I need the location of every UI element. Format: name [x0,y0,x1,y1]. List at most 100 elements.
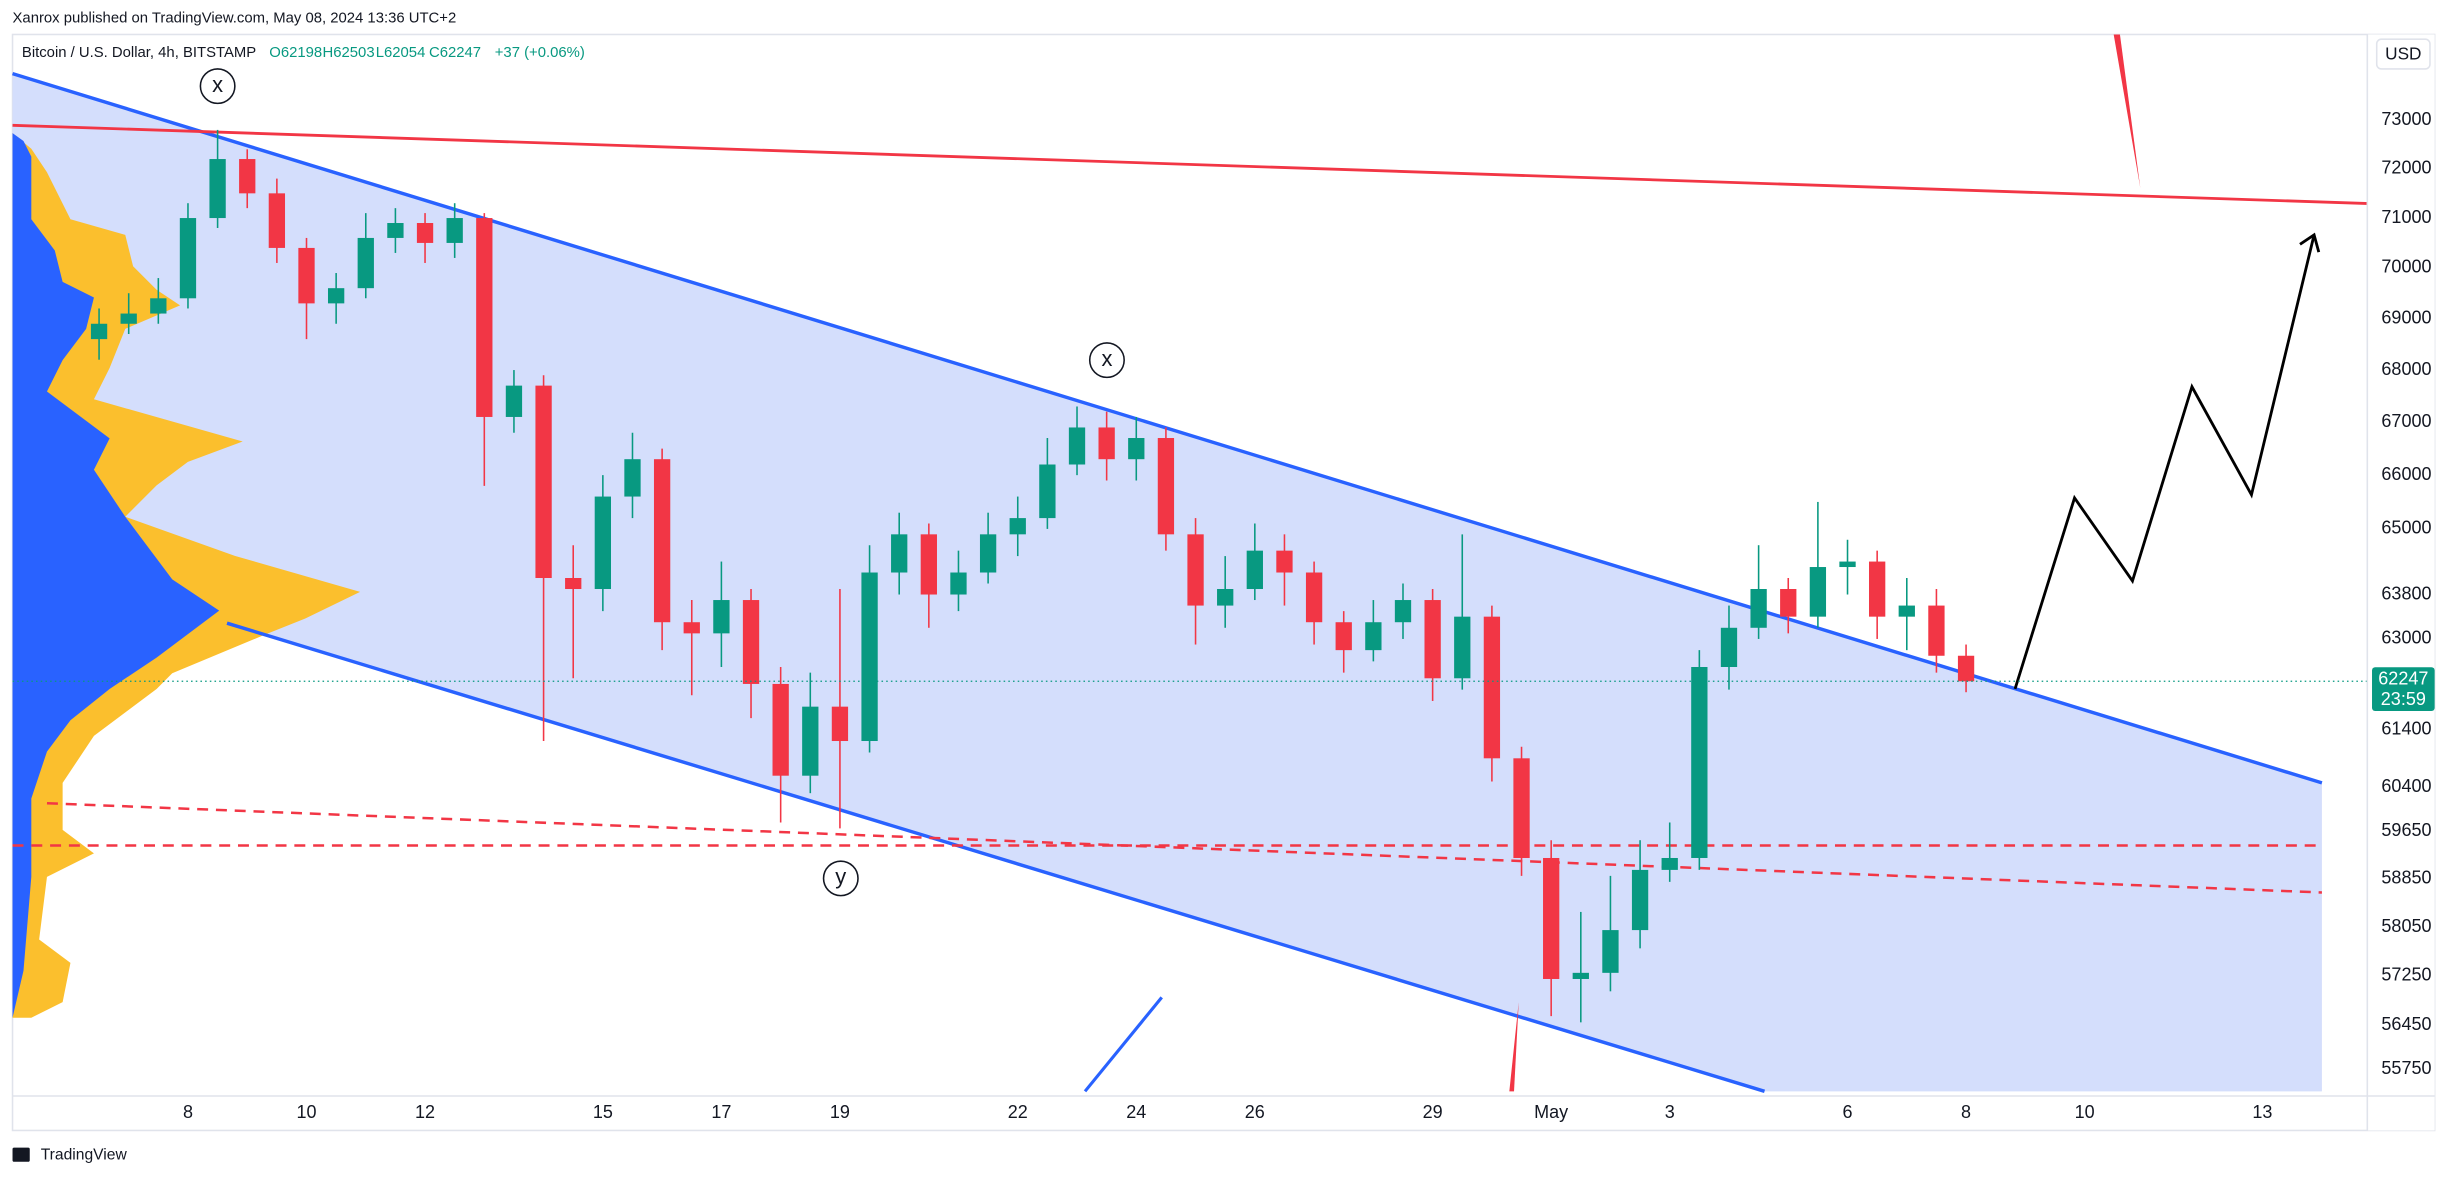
candle-body [1454,616,1471,679]
y-tick-label: 59650 [2381,820,2431,840]
candle-body [1691,667,1708,858]
candle-body [920,534,937,595]
candle-body [357,237,374,289]
candle-body [831,706,849,742]
projection-arrowhead [2299,232,2321,253]
candle-body [1957,655,1975,682]
wave-label: x [1101,346,1112,371]
y-tick-label: 67000 [2381,411,2431,431]
y-tick-label: 68000 [2381,359,2431,379]
channel-lower-line [226,621,1766,1093]
candle-body [1098,427,1115,460]
currency-label: USD [2385,43,2421,63]
candle-body [298,247,315,304]
candle-body [505,385,523,417]
candle-body [150,298,167,314]
candle-body [1305,572,1323,623]
footer: TradingView [12,1147,128,1164]
candle-body [950,572,967,595]
last-price-label: 62247 [2378,668,2428,688]
candle-body [891,534,908,573]
candle-body [1394,600,1412,623]
annotation-circle [822,860,859,897]
candles [12,129,2368,1023]
y-tick-label: 61400 [2381,718,2431,738]
candle-body [1898,605,1915,617]
candle-body [1809,567,1827,617]
high-value: H62503 [323,45,375,61]
trend-segment [1083,996,1163,1093]
currency-button[interactable] [2375,38,2431,70]
candle-body [1276,550,1293,573]
candle-body [1928,605,1945,656]
x-tick-label: 8 [183,1102,193,1122]
candle-body [1157,438,1175,535]
red-wedge [2113,34,2141,188]
y-tick-label: 69000 [2381,307,2431,327]
x-tick-label: 10 [2075,1102,2095,1122]
volume-profile-down [12,133,220,1018]
candle-body [327,288,345,304]
candle-body [1780,589,1797,617]
x-tick-label: 3 [1665,1102,1675,1122]
x-tick-label: 12 [415,1102,435,1122]
price-axis [2367,34,2435,1131]
y-tick-label: 57250 [2381,965,2431,985]
channel-fill [12,73,2322,1092]
annotation-circle [199,68,236,105]
candle-body [1128,438,1145,460]
candle-body [1661,857,1678,870]
candle-body [387,223,404,238]
candle-body [179,218,197,299]
x-tick-label: May [1534,1102,1568,1122]
candle-body [1572,972,1589,979]
candle-body [1750,589,1767,628]
change-value: +37 (+0.06%) [495,45,585,61]
candle-body [1483,616,1501,759]
candle-body [1720,627,1738,668]
candle-body [1631,869,1649,931]
candle-body [1217,589,1234,606]
candle-body [979,534,997,573]
candle-body [1335,622,1352,651]
candle-body [209,159,226,219]
candle-body [416,223,434,243]
y-tick-label: 71000 [2381,207,2431,227]
support-dashed-line [46,801,2322,894]
candle-body [1543,857,1560,979]
x-tick-label: 13 [2252,1102,2272,1122]
candle-body [594,496,612,590]
candle-body [1839,561,1856,568]
candle-body [446,218,463,243]
wave-label: x [212,72,223,97]
candle-body [565,578,582,590]
candle-body [535,385,552,579]
candle-body [683,622,700,634]
candle-body [1009,518,1026,535]
open-value: O62198 [269,45,322,61]
y-tick-label: 56450 [2381,1014,2431,1034]
annotation-circle [1088,342,1125,379]
drawings [12,34,2369,1093]
publisher-line: Xanrox published on TradingView.com, May… [13,11,457,27]
candle-body [624,459,641,497]
y-tick-label: 66000 [2381,464,2431,484]
brand-name: TradingView [41,1147,128,1164]
x-tick-label: 24 [1126,1102,1146,1122]
candle-body [1068,427,1086,465]
x-tick-label: 26 [1245,1102,1265,1122]
candle-body [120,313,137,324]
candle-body [1039,464,1056,519]
x-tick-label: 22 [1008,1102,1028,1122]
y-tick-label: 73000 [2381,109,2431,129]
symbol-title: Bitcoin / U.S. Dollar, 4h, BITSTAMP [22,45,256,61]
candle-body [742,600,760,684]
y-tick-label: 58050 [2381,916,2431,936]
projection-path [2013,234,2316,690]
low-value: L62054 [376,45,426,61]
x-tick-label: 15 [593,1102,613,1122]
x-tick-label: 10 [296,1102,316,1122]
candle-body [772,683,789,776]
